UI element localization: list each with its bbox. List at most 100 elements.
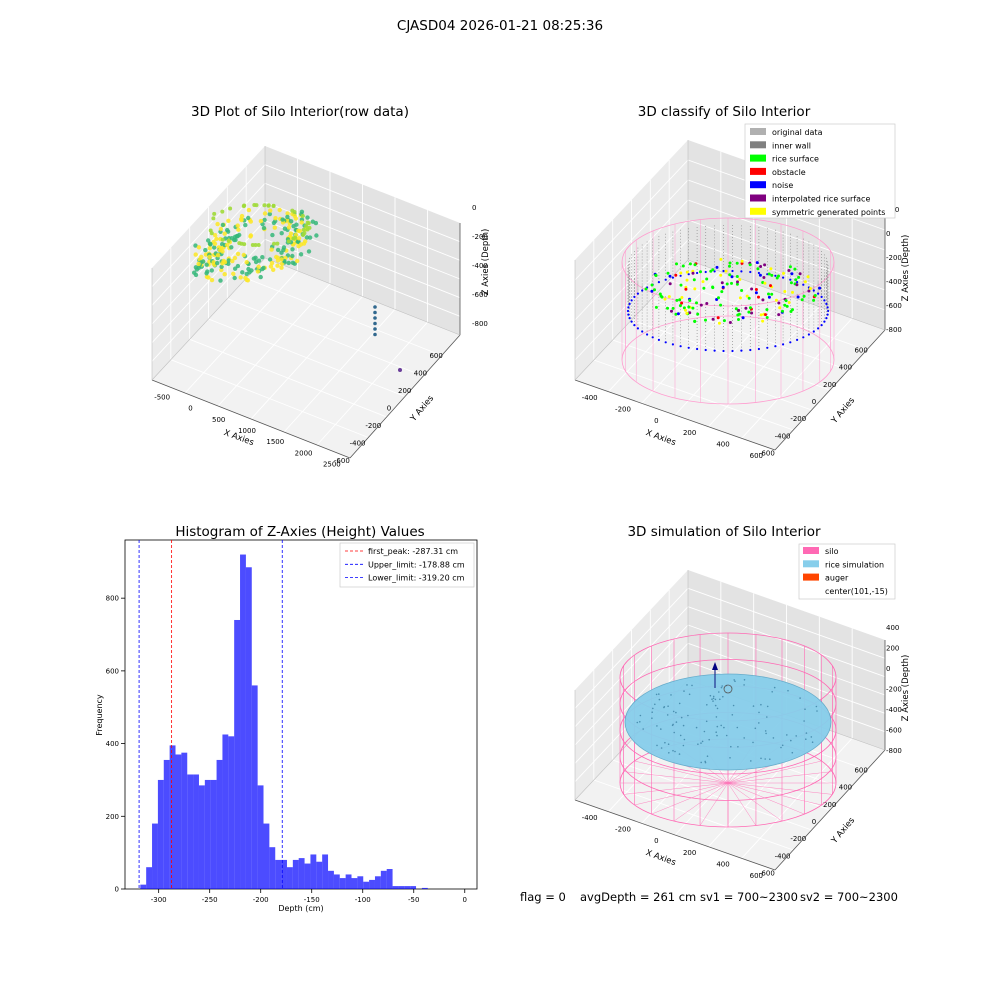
z-axis-label: Z Axies (Depth)	[901, 655, 911, 722]
data-point	[237, 241, 242, 246]
rice-point	[781, 744, 784, 747]
rice-point	[803, 720, 805, 722]
data-point	[206, 275, 211, 280]
noise-point	[636, 327, 640, 330]
rice-point	[734, 680, 736, 683]
histogram-bar	[310, 854, 317, 889]
data-point	[765, 308, 769, 312]
figure-title: CJASD04 2026-01-21 08:25:36	[396, 18, 604, 34]
data-point	[747, 310, 751, 314]
rice-point	[654, 703, 656, 706]
data-point	[783, 303, 787, 307]
x-tick-label: 0	[654, 417, 658, 425]
histogram-bar	[163, 759, 170, 889]
histogram-bar	[181, 752, 188, 889]
y-tick-label: 0	[115, 886, 119, 894]
histogram-bar	[357, 876, 364, 889]
y-tick-label: 400	[106, 740, 119, 748]
data-point	[262, 203, 267, 208]
histogram-bar	[245, 567, 252, 889]
data-point	[373, 310, 377, 315]
data-point	[262, 217, 267, 223]
gridline	[574, 159, 689, 281]
data-point	[803, 280, 807, 284]
data-point	[674, 273, 678, 277]
data-point	[288, 231, 294, 236]
data-point	[808, 287, 812, 290]
silo-wireframe	[727, 782, 822, 806]
rice-point	[716, 707, 719, 710]
data-point	[734, 307, 738, 311]
data-point	[192, 270, 197, 275]
data-point	[704, 318, 707, 322]
rice-point	[660, 728, 662, 730]
rice-point	[736, 726, 739, 729]
silo-wireframe	[727, 782, 833, 795]
x-tick-label: -500	[154, 394, 170, 402]
silo-wireframe	[623, 782, 729, 795]
silo-wireframe	[651, 782, 729, 815]
data-point	[682, 306, 686, 310]
noise-point	[713, 349, 716, 352]
data-point	[750, 311, 754, 315]
rice-point	[683, 738, 686, 741]
data-point	[800, 298, 804, 302]
data-point	[218, 226, 224, 232]
noise-point	[704, 270, 707, 274]
center-marker	[723, 684, 733, 694]
data-point	[209, 231, 214, 236]
data-point	[256, 243, 261, 247]
rice-point	[721, 685, 723, 687]
x-tick-label: -50	[408, 896, 419, 904]
data-point	[701, 280, 705, 284]
silo-wireframe	[727, 771, 833, 784]
data-point	[281, 245, 287, 250]
data-point	[691, 271, 695, 275]
data-point	[246, 215, 251, 221]
y-tick-label: 600	[854, 767, 867, 775]
chart-title: 3D Plot of Silo Interior(row data)	[191, 104, 409, 120]
noise-point	[802, 283, 805, 286]
rice-point	[743, 737, 745, 739]
noise-point	[740, 349, 743, 352]
rice-point	[732, 704, 735, 707]
silo-wireframe	[727, 760, 822, 784]
data-point	[795, 283, 799, 287]
data-point	[215, 221, 220, 227]
histogram-bar	[275, 859, 282, 889]
rice-point	[791, 751, 794, 754]
histogram-bar	[187, 774, 194, 889]
rice-point	[666, 714, 669, 716]
data-point	[754, 291, 758, 295]
rice-point	[636, 721, 639, 724]
data-point	[314, 233, 319, 238]
data-point	[685, 270, 689, 274]
y-tick-label: -600	[334, 457, 350, 465]
legend-label: noise	[772, 181, 793, 190]
data-point	[796, 295, 800, 299]
data-point	[785, 304, 789, 308]
data-point	[668, 274, 672, 278]
histogram-bar	[410, 886, 417, 889]
data-point	[209, 277, 215, 283]
data-point	[668, 282, 672, 286]
histogram-bar	[175, 754, 182, 889]
y-tick-label: -200	[365, 422, 381, 430]
noise-point	[774, 345, 777, 348]
data-point	[666, 271, 670, 275]
data-point	[695, 301, 698, 305]
gridline	[741, 738, 853, 859]
data-point	[754, 288, 758, 291]
histogram-bar	[204, 779, 211, 889]
data-point	[269, 247, 274, 252]
noise-point	[687, 273, 690, 276]
rice-point	[655, 693, 658, 696]
data-point	[787, 269, 791, 272]
rice-point	[815, 705, 818, 708]
rice-point	[639, 714, 642, 717]
data-point	[244, 260, 249, 265]
histogram-bar	[210, 779, 217, 889]
data-point	[693, 287, 697, 291]
histogram-bar	[333, 874, 340, 889]
